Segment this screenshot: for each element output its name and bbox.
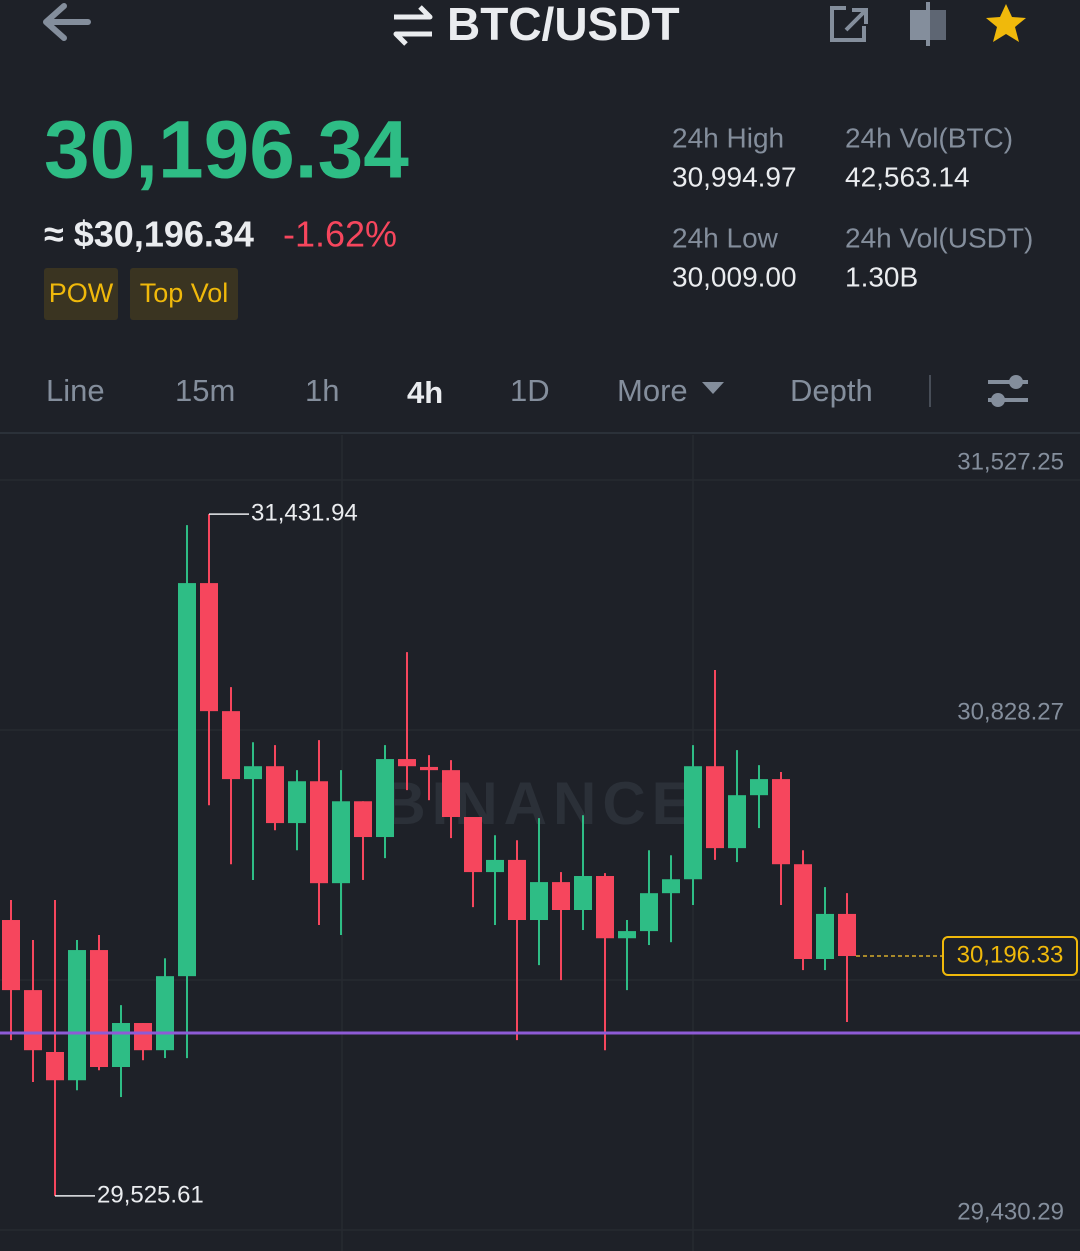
candle-body xyxy=(376,759,394,838)
stat-label: 24h Vol(BTC) xyxy=(845,122,1013,153)
watermark: BINANCE xyxy=(382,770,697,837)
y-tick-label: 29,430.29 xyxy=(957,1198,1064,1225)
swap-icon xyxy=(393,5,433,46)
tag[interactable]: POW xyxy=(44,268,118,320)
share-button[interactable] xyxy=(830,6,868,42)
candle-body xyxy=(2,920,20,991)
compare-icon-left xyxy=(910,10,926,40)
candle-body xyxy=(68,950,86,1081)
low-annotation: 29,525.61 xyxy=(97,1181,204,1208)
swap-button[interactable] xyxy=(393,5,433,46)
candle-body xyxy=(178,583,196,977)
y-tick-label: 30,828.27 xyxy=(957,698,1064,725)
tag-background xyxy=(44,268,118,320)
favorite-button[interactable] xyxy=(986,4,1026,42)
settings-icon-knob xyxy=(1009,375,1023,389)
candle-body xyxy=(508,859,526,921)
candlestick-chart: BINANCE 31,527.25 30,828.27 29,430.29 31,43… xyxy=(0,435,1080,1251)
stat-value: 30,009.00 xyxy=(672,261,797,292)
candle-body xyxy=(816,913,834,959)
stat-value: 30,994.97 xyxy=(672,161,797,192)
tag-label: POW xyxy=(49,278,114,308)
tag-label: Top Vol xyxy=(140,278,229,308)
candle-body xyxy=(266,766,284,824)
candle-body xyxy=(310,781,328,884)
candle-body xyxy=(838,913,856,957)
candle-body xyxy=(134,1023,152,1051)
candle-body xyxy=(46,1051,64,1081)
candle-body xyxy=(750,779,768,796)
interval-tab[interactable]: 1D xyxy=(510,373,550,408)
candle-body xyxy=(530,882,548,921)
compare-icon-right xyxy=(930,10,946,40)
chart-settings-button[interactable] xyxy=(988,375,1028,407)
stat-value: 1.30B xyxy=(845,261,918,292)
settings-icon-knob xyxy=(991,393,1005,407)
fiat-price: ≈ $30,196.34 xyxy=(44,214,254,255)
candle-body xyxy=(156,976,174,1051)
candle-body xyxy=(618,931,636,939)
compare-icon-bar xyxy=(926,2,930,46)
interval-tab-active[interactable]: 4h xyxy=(407,375,443,410)
candle-body xyxy=(662,879,680,894)
more-tab[interactable]: More xyxy=(617,373,688,408)
candle-body xyxy=(794,864,812,959)
candle-body xyxy=(574,876,592,910)
share-icon xyxy=(830,6,868,42)
candle-body xyxy=(200,583,218,712)
candle-body xyxy=(112,1023,130,1068)
stat-label: 24h Vol(USDT) xyxy=(845,222,1033,253)
price-change: -1.62% xyxy=(283,214,397,255)
candle-body xyxy=(24,990,42,1051)
candle-body xyxy=(728,795,746,849)
candle-body xyxy=(222,711,240,780)
candle-body xyxy=(486,859,504,873)
candle-body xyxy=(552,882,570,910)
candle-body xyxy=(90,950,108,1068)
interval-tab[interactable]: 15m xyxy=(175,373,235,408)
candle-body xyxy=(420,766,438,771)
star-icon xyxy=(986,4,1026,42)
candle-body xyxy=(596,876,614,939)
candle-body xyxy=(706,766,724,849)
stat-label: 24h Low xyxy=(672,222,779,253)
candle-body xyxy=(640,893,658,932)
candle-body xyxy=(244,766,262,780)
candle-body xyxy=(684,766,702,880)
high-annotation: 31,431.94 xyxy=(251,499,358,526)
depth-tab[interactable]: Depth xyxy=(790,373,873,408)
more-dropdown-icon xyxy=(702,382,724,394)
candle-body xyxy=(464,817,482,873)
last-price: 30,196.34 xyxy=(44,105,409,196)
pair-title: BTC/USDT xyxy=(447,0,680,50)
tag-background xyxy=(130,268,238,320)
last-price-box xyxy=(942,936,1078,977)
candle-body xyxy=(398,759,416,767)
candle-body xyxy=(772,779,790,865)
interval-tab[interactable]: Line xyxy=(46,373,105,408)
back-arrow-icon xyxy=(43,3,91,41)
tag[interactable]: Top Vol xyxy=(130,268,238,320)
last-price-label: 30,196.33 xyxy=(957,941,1064,968)
compare-button[interactable] xyxy=(910,2,946,46)
candle-body xyxy=(288,781,306,824)
stat-value: 42,563.14 xyxy=(845,161,970,192)
candle-body xyxy=(332,801,350,884)
stat-label: 24h High xyxy=(672,122,784,153)
candle-body xyxy=(442,770,460,818)
back-button[interactable] xyxy=(43,3,91,41)
candle-body xyxy=(354,801,372,838)
interval-tab[interactable]: 1h xyxy=(305,373,339,408)
y-tick-label: 31,527.25 xyxy=(957,448,1064,475)
